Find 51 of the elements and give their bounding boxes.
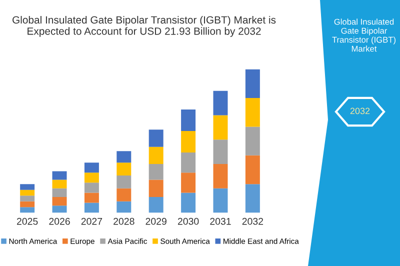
x-tick-label: 2030 — [178, 218, 199, 225]
bar — [181, 192, 196, 213]
bar — [116, 162, 132, 176]
x-tick-label: 2032 — [242, 218, 264, 225]
bar — [181, 131, 196, 153]
bar — [245, 69, 260, 98]
bar — [181, 172, 196, 193]
x-tick-label: 2031 — [210, 218, 231, 225]
bar — [84, 162, 99, 173]
bar — [245, 184, 260, 213]
bar — [181, 110, 196, 132]
bar — [52, 197, 67, 206]
bar — [116, 176, 132, 188]
x-tick-label: 2025 — [16, 218, 38, 225]
bar — [245, 155, 260, 184]
bar — [148, 197, 164, 213]
bar — [84, 192, 99, 203]
chart-title: Global Insulated Gate Bipolar Transistor (IGBT) Market is Expected to Account for USD 21.93 Billion by 2032 — [12, 16, 276, 37]
x-tick-label: 2029 — [146, 218, 166, 225]
text: Global Insulated Gate Bipolar Transistor (IGBT) Market — [332, 18, 396, 52]
bar — [116, 151, 132, 163]
bar — [245, 98, 260, 127]
bar — [148, 130, 164, 147]
bar — [213, 164, 228, 188]
bar — [52, 180, 67, 188]
bar — [213, 115, 228, 140]
bar — [84, 202, 99, 213]
bar — [52, 188, 67, 198]
text: 2032 — [350, 108, 370, 114]
bar — [181, 152, 196, 173]
bar — [213, 188, 228, 213]
bar — [116, 201, 132, 213]
bar — [84, 172, 99, 183]
bar — [20, 190, 35, 196]
bar — [52, 206, 67, 213]
x-tick-label: 2026 — [49, 218, 70, 225]
bar — [20, 201, 35, 208]
bar — [52, 171, 67, 180]
bar — [148, 146, 164, 164]
x-tick-label: 2027 — [81, 218, 102, 225]
bar — [20, 207, 35, 213]
bar — [116, 188, 132, 202]
bar — [84, 182, 99, 193]
bar — [20, 184, 35, 190]
bar — [213, 90, 228, 116]
bar — [245, 126, 260, 156]
x-tick-label: 2028 — [114, 218, 134, 225]
bar — [213, 140, 228, 164]
bar — [148, 180, 164, 198]
bar — [20, 196, 35, 202]
bar — [148, 164, 164, 180]
